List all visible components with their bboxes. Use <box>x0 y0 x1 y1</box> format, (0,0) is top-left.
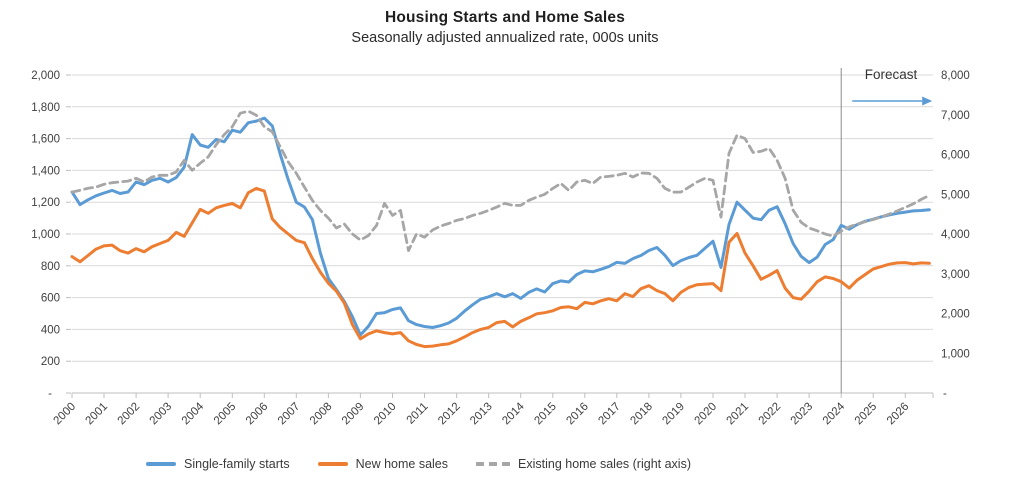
svg-text:200: 200 <box>41 356 60 368</box>
chart-subtitle: Seasonally adjusted annualized rate, 000… <box>351 30 659 46</box>
svg-text:400: 400 <box>41 324 60 336</box>
svg-text:2026: 2026 <box>885 401 912 428</box>
chart-legend: Single-family starts New home sales Exis… <box>146 457 691 471</box>
svg-text:2016: 2016 <box>564 401 591 428</box>
svg-text:2002: 2002 <box>116 401 143 428</box>
svg-text:2020: 2020 <box>693 401 720 428</box>
svg-text:2012: 2012 <box>436 401 463 428</box>
svg-text:5,000: 5,000 <box>941 189 970 201</box>
svg-text:2000: 2000 <box>52 401 79 428</box>
orange-line-swatch-icon <box>317 462 348 466</box>
svg-text:1,800: 1,800 <box>31 102 60 114</box>
svg-text:2,000: 2,000 <box>941 309 970 321</box>
svg-text:2025: 2025 <box>853 401 880 428</box>
svg-text:2005: 2005 <box>212 401 239 428</box>
page-title: Housing Starts and Home Sales <box>384 9 626 26</box>
svg-text:-: - <box>943 388 947 400</box>
svg-text:3,000: 3,000 <box>941 269 970 281</box>
svg-text:2004: 2004 <box>180 400 207 427</box>
svg-text:2018: 2018 <box>628 401 655 428</box>
svg-text:2006: 2006 <box>244 401 271 428</box>
svg-text:800: 800 <box>41 261 60 273</box>
blue-line-swatch-icon <box>146 462 176 466</box>
svg-text:2017: 2017 <box>596 401 623 428</box>
svg-text:2021: 2021 <box>725 401 752 428</box>
svg-text:2008: 2008 <box>308 401 335 428</box>
svg-text:2023: 2023 <box>789 401 816 428</box>
svg-text:1,000: 1,000 <box>941 348 970 360</box>
svg-text:1,400: 1,400 <box>31 165 60 177</box>
gray-dashed-line-swatch-icon <box>476 462 510 466</box>
svg-text:2009: 2009 <box>340 401 367 428</box>
legend-item-existing-home-sales: Existing home sales (right axis) <box>476 457 691 471</box>
svg-text:2007: 2007 <box>276 401 303 428</box>
svg-text:6,000: 6,000 <box>941 150 970 162</box>
svg-text:4,000: 4,000 <box>941 229 970 241</box>
forecast-annotation-label: Forecast <box>864 67 918 82</box>
svg-text:2014: 2014 <box>500 400 527 427</box>
svg-text:2015: 2015 <box>532 401 559 428</box>
svg-text:2,000: 2,000 <box>31 70 60 82</box>
svg-text:2013: 2013 <box>468 401 495 428</box>
svg-text:2003: 2003 <box>148 401 175 428</box>
svg-text:2022: 2022 <box>757 401 784 428</box>
svg-text:7,000: 7,000 <box>941 110 970 122</box>
svg-text:2024: 2024 <box>821 400 848 427</box>
svg-text:2010: 2010 <box>372 401 399 428</box>
svg-text:2019: 2019 <box>660 401 687 428</box>
legend-item-single-family-starts: Single-family starts <box>146 457 290 471</box>
svg-text:600: 600 <box>41 293 60 305</box>
svg-text:-: - <box>48 388 52 400</box>
svg-text:2001: 2001 <box>84 401 111 428</box>
svg-text:1,200: 1,200 <box>31 197 60 209</box>
legend-item-new-home-sales: New home sales <box>317 457 448 471</box>
svg-text:1,600: 1,600 <box>31 134 60 146</box>
svg-text:2011: 2011 <box>405 401 431 427</box>
svg-text:1,000: 1,000 <box>31 229 60 241</box>
svg-text:8,000: 8,000 <box>941 70 970 82</box>
